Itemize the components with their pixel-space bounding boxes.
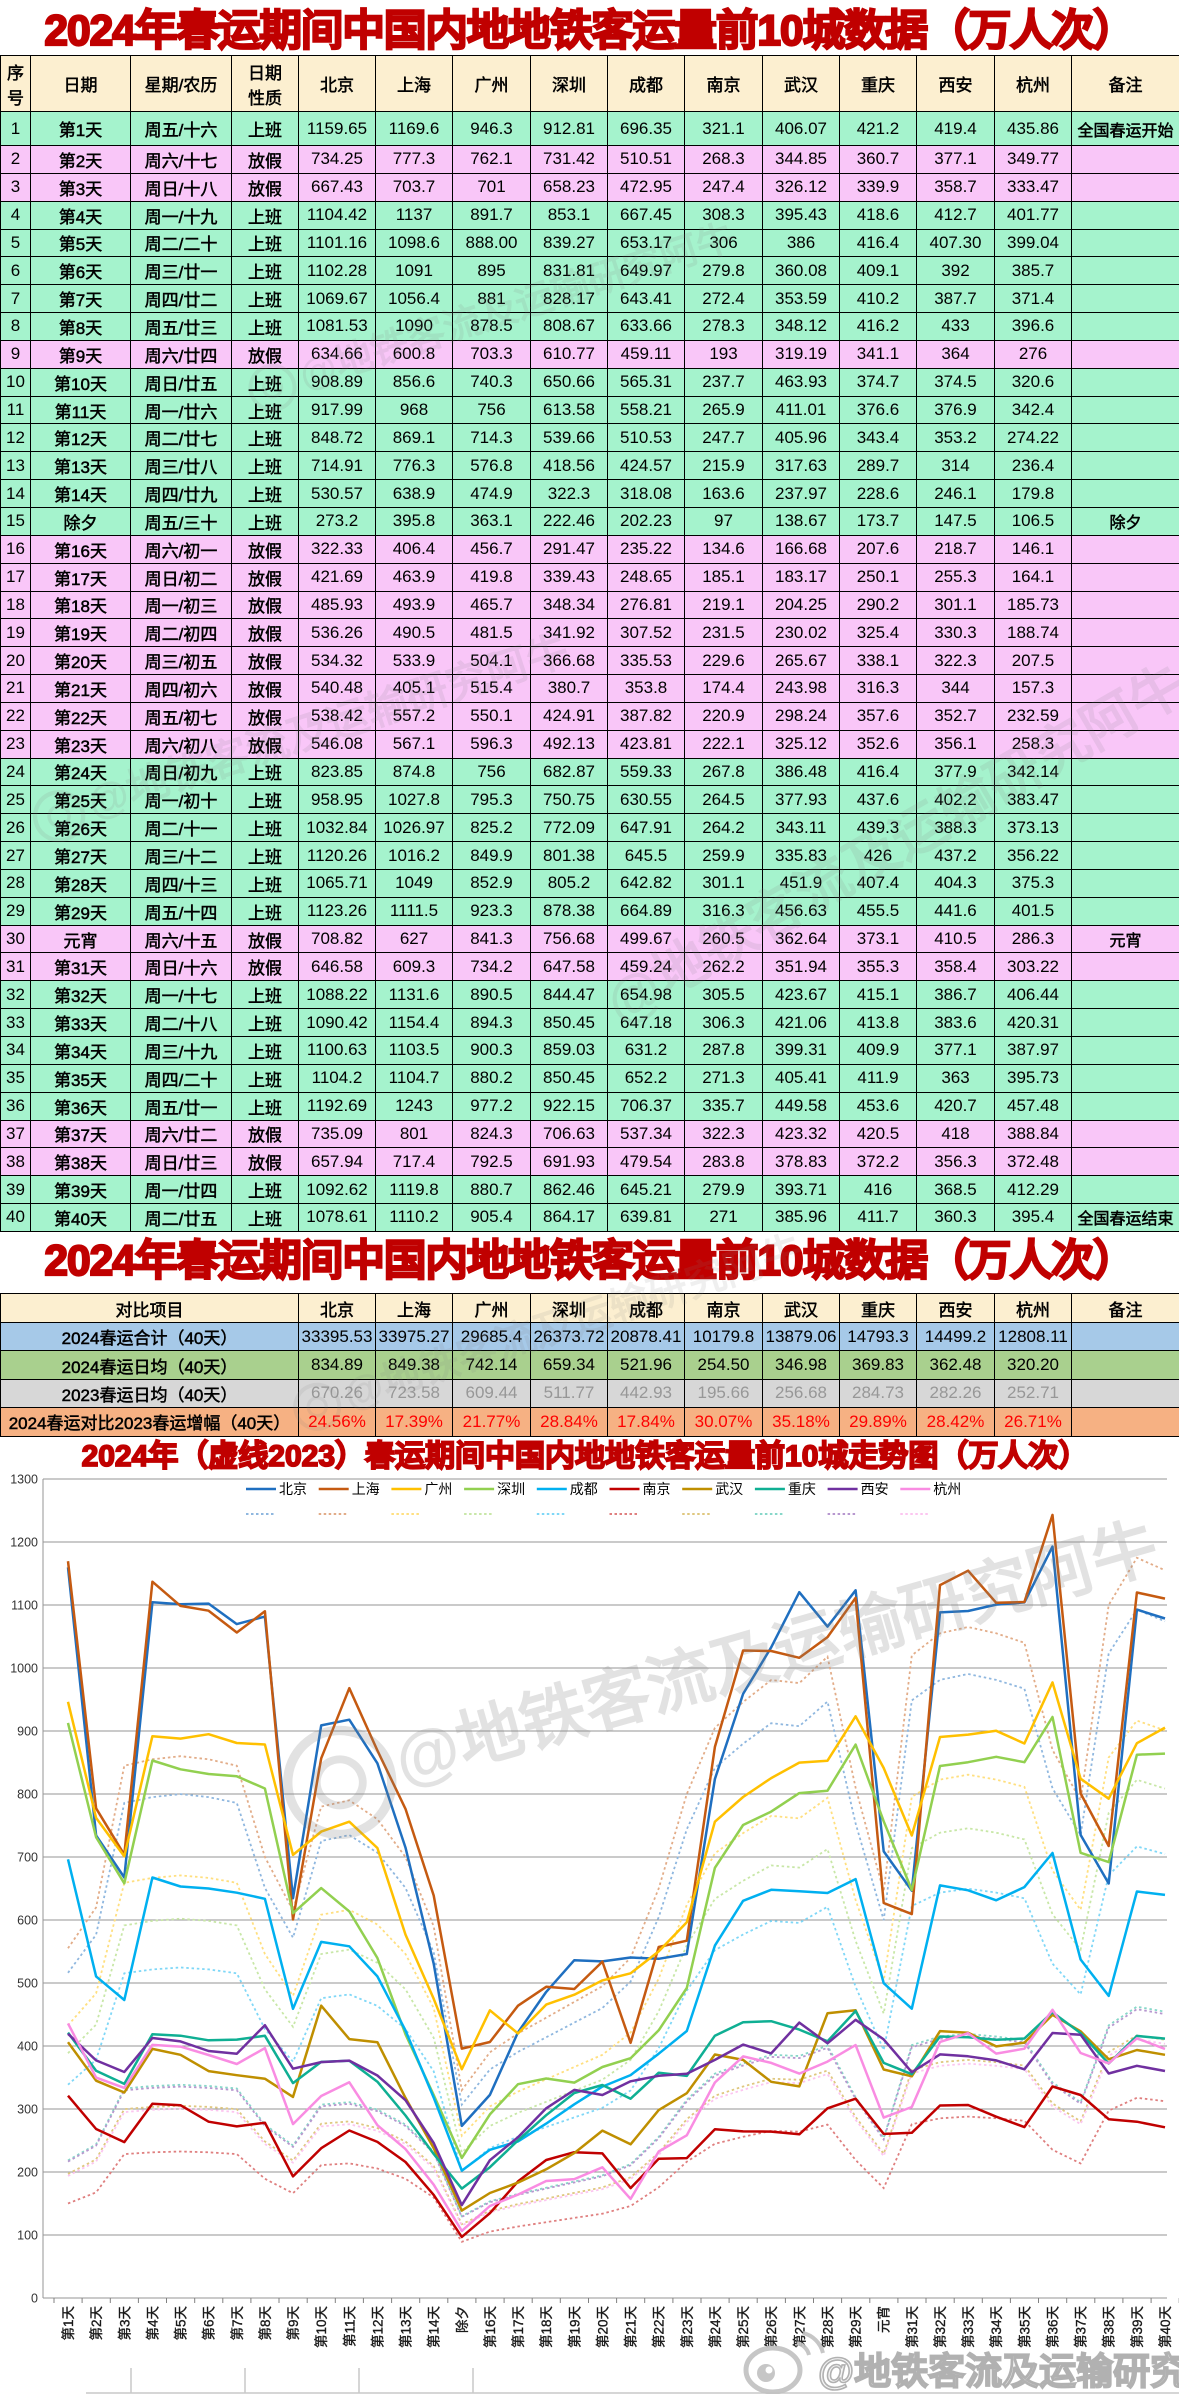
svg-text:第24天: 第24天 [707, 2306, 723, 2349]
svg-text:南京: 南京 [643, 1481, 671, 1497]
svg-text:100: 100 [17, 2229, 38, 2243]
svg-text:1200: 1200 [10, 1536, 38, 1550]
svg-text:第27天: 第27天 [791, 2306, 807, 2349]
svg-text:第17天: 第17天 [510, 2306, 526, 2349]
svg-text:第5天: 第5天 [173, 2306, 189, 2341]
svg-text:第9天: 第9天 [285, 2306, 301, 2341]
svg-text:北京: 北京 [279, 1481, 307, 1497]
svg-text:900: 900 [17, 1725, 38, 1739]
svg-text:第39天: 第39天 [1129, 2306, 1145, 2349]
svg-text:第1天: 第1天 [60, 2306, 76, 2341]
svg-text:@地铁客流及运输研究阿牛: @地铁客流及运输研究阿牛 [595, 652, 1179, 1035]
svg-text:第2天: 第2天 [88, 2306, 104, 2341]
svg-text:1100: 1100 [11, 1599, 38, 1613]
svg-text:元宵: 元宵 [876, 2306, 892, 2333]
svg-text:第36天: 第36天 [1045, 2306, 1061, 2349]
svg-text:第8天: 第8天 [257, 2306, 273, 2341]
svg-text:上海: 上海 [352, 1481, 380, 1497]
svg-text:第33天: 第33天 [960, 2306, 976, 2349]
svg-text:700: 700 [17, 1851, 38, 1865]
svg-text:@地铁客流及运输研究阿牛: @地铁客流及运输研究阿牛 [339, 1228, 808, 1418]
svg-text:第32天: 第32天 [932, 2306, 948, 2349]
svg-text:除夕: 除夕 [455, 2306, 470, 2333]
svg-text:第35天: 第35天 [1016, 2306, 1032, 2349]
svg-text:第11天: 第11天 [341, 2306, 357, 2348]
svg-text:第14天: 第14天 [426, 2306, 442, 2349]
svg-text:1300: 1300 [10, 1473, 38, 1487]
svg-text:第18天: 第18天 [538, 2306, 554, 2349]
svg-text:600: 600 [17, 1914, 38, 1928]
svg-text:第25天: 第25天 [735, 2306, 751, 2349]
svg-text:第22天: 第22天 [651, 2306, 667, 2349]
svg-text:第7天: 第7天 [229, 2306, 245, 2341]
svg-text:广州: 广州 [424, 1481, 452, 1497]
svg-text:西安: 西安 [861, 1481, 889, 1497]
svg-text:500: 500 [17, 1977, 38, 1991]
svg-text:第10天: 第10天 [313, 2306, 329, 2349]
svg-text:第4天: 第4天 [144, 2306, 160, 2341]
svg-text:@地铁客流及运输研究阿牛: @地铁客流及运输研究阿牛 [818, 2351, 1179, 2392]
svg-text:1000: 1000 [10, 1662, 38, 1676]
svg-text:第23天: 第23天 [679, 2306, 695, 2349]
svg-text:武汉: 武汉 [715, 1481, 743, 1497]
svg-text:第40天: 第40天 [1157, 2306, 1173, 2349]
svg-text:第6天: 第6天 [201, 2306, 217, 2341]
svg-text:2024年（虚线2023）春运期间中国内地地铁客运量前10城: 2024年（虚线2023）春运期间中国内地地铁客运量前10城走势图（万人次） [82, 1439, 1089, 1473]
svg-text:成都: 成都 [570, 1481, 598, 1497]
svg-text:800: 800 [17, 1788, 38, 1802]
svg-text:0: 0 [31, 2292, 38, 2306]
svg-text:200: 200 [17, 2166, 38, 2180]
svg-text:深圳: 深圳 [497, 1481, 525, 1497]
svg-text:杭州: 杭州 [933, 1481, 961, 1497]
svg-text:@地铁客流及运输研究阿牛: @地铁客流及运输研究阿牛 [386, 1509, 1166, 1798]
svg-text:第31天: 第31天 [904, 2306, 920, 2349]
svg-text:@地铁客流及运输研究阿牛: @地铁客流及运输研究阿牛 [294, 216, 740, 398]
svg-text:第28天: 第28天 [820, 2306, 836, 2349]
svg-text:第16天: 第16天 [482, 2306, 498, 2349]
svg-text:重庆: 重庆 [788, 1481, 816, 1497]
svg-text:300: 300 [17, 2103, 38, 2117]
svg-text:第12天: 第12天 [369, 2306, 385, 2349]
svg-text:第34天: 第34天 [988, 2306, 1004, 2349]
svg-text:第13天: 第13天 [398, 2306, 414, 2349]
svg-text:第26天: 第26天 [763, 2306, 779, 2349]
svg-text:400: 400 [17, 2040, 38, 2054]
svg-text:第37天: 第37天 [1073, 2306, 1089, 2349]
svg-text:第21天: 第21天 [623, 2306, 639, 2349]
svg-text:第3天: 第3天 [116, 2306, 132, 2341]
svg-text:第38天: 第38天 [1101, 2306, 1117, 2349]
svg-text:第29天: 第29天 [848, 2306, 864, 2349]
svg-text:@地铁客流及运输研究阿牛: @地铁客流及运输研究阿牛 [82, 626, 575, 826]
svg-text:第19天: 第19天 [566, 2306, 582, 2349]
svg-text:第20天: 第20天 [594, 2306, 610, 2349]
